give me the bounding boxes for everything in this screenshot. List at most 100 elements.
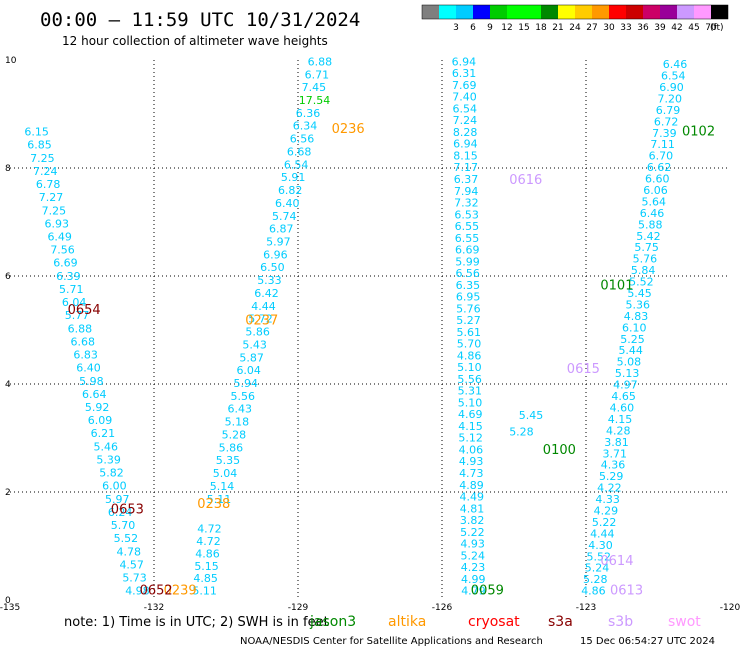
wave-height-label: 6.79	[656, 104, 681, 117]
wave-height-label: 4.06	[459, 443, 484, 456]
wave-height-label: 17.54	[299, 94, 331, 107]
wave-height-label: 5.25	[620, 333, 645, 346]
wave-height-label: 6.54	[284, 158, 309, 171]
wave-height-label: 5.28	[222, 428, 247, 441]
y-tick-label: 6	[5, 272, 11, 282]
colorbar-tick: 33	[620, 23, 631, 33]
wave-height-label: 6.56	[290, 133, 315, 146]
pass-labels: 0236 0237 0238 0239 0654 0653 0652 0616 0615 0614…	[68, 122, 715, 599]
wave-height-label: 5.15	[194, 560, 219, 573]
wave-height-label: 6.21	[91, 427, 116, 440]
colorbar-swatch	[592, 5, 609, 19]
wave-height-label: 4.23	[461, 561, 486, 574]
satellite-legend-item: jason3	[309, 614, 356, 630]
wave-height-label: 6.43	[228, 403, 253, 416]
wave-height-label: 7.24	[453, 114, 478, 127]
wave-height-label: 5.72	[248, 313, 273, 326]
wave-height-label: 5.56	[457, 373, 482, 386]
wave-height-label: 5.28	[509, 425, 534, 438]
wave-height-label: 7.20	[657, 92, 682, 105]
x-tick-label: -123	[576, 603, 596, 613]
colorbar-swatch	[439, 5, 456, 19]
wave-height-label: 5.56	[231, 390, 256, 403]
y-tick-label: 8	[5, 164, 11, 174]
axis-tick-labels: -135 -132 -129 -126 -123 -120 0 2 4 6 8 10	[0, 56, 740, 613]
colorbar-frame	[421, 4, 729, 20]
wave-height-label: 5.84	[631, 264, 656, 277]
colorbar-swatch	[422, 5, 439, 19]
wave-height-label: 5.98	[79, 375, 104, 388]
wave-height-label: 4.57	[119, 558, 144, 571]
chart-title: 00:00 – 11:59 UTC 10/31/2024	[40, 9, 360, 31]
pass-label: 0239	[164, 584, 197, 599]
wave-height-label: 5.61	[457, 326, 482, 339]
wave-height-label: 6.53	[454, 208, 479, 221]
wave-height-label: 4.44	[251, 300, 275, 313]
wave-height-label: 5.11	[192, 585, 217, 598]
wave-height-label: 5.70	[457, 338, 482, 351]
y-tick-label: 10	[5, 56, 17, 66]
wave-height-label: 8.28	[453, 126, 478, 139]
wave-height-label: 5.27	[456, 314, 481, 327]
wave-height-label: 6.93	[45, 217, 69, 230]
satellite-legend-item: cryosat	[468, 614, 520, 630]
wave-height-label: 5.13	[615, 367, 640, 380]
wave-height-label: 5.52	[587, 550, 612, 563]
wave-height-label: 6.24	[108, 506, 133, 519]
wave-height-label: 5.31	[458, 385, 483, 398]
color-legend: 3 6 9 12 15 18 21 24 27 30 33 36 39 42 45 70	[421, 4, 729, 33]
pass-label: 0102	[682, 125, 715, 140]
wave-height-label: 6.40	[76, 362, 101, 375]
wave-height-label: 5.73	[122, 571, 147, 584]
wave-height-label: 5.88	[638, 218, 663, 231]
x-tick-label: -126	[432, 603, 453, 613]
wave-height-label: 6.50	[260, 261, 285, 274]
wave-height-label: 6.62	[647, 161, 672, 174]
wave-height-label: 4.86	[457, 349, 482, 362]
wave-height-label: 4.97	[613, 379, 638, 392]
wave-height-label: 6.46	[640, 207, 665, 220]
pass-label: 0236	[332, 122, 365, 137]
colorbar-swatch	[711, 5, 728, 19]
wave-height-label: 6.55	[455, 232, 480, 245]
colorbar-swatch	[456, 5, 473, 19]
y-tick-label: 2	[5, 488, 11, 498]
pass-label: 0613	[610, 584, 643, 599]
wave-height-label: 5.24	[585, 562, 610, 575]
colorbar-swatch	[558, 5, 575, 19]
wave-height-label: 4.65	[611, 390, 636, 403]
wave-height-label: 4.22	[597, 482, 622, 495]
pass-label: 0615	[567, 362, 600, 377]
wave-height-label: 8.15	[453, 149, 478, 162]
wave-height-label: 5.77	[65, 309, 90, 322]
wave-height-label: 7.39	[652, 127, 677, 140]
footer-timestamp: 15 Dec 06:54:27 UTC 2024	[580, 636, 715, 647]
satellite-legend-item: altika	[388, 614, 426, 630]
wave-height-label: 6.40	[275, 197, 300, 210]
wave-height-label: 6.82	[278, 184, 303, 197]
wave-height-label: 6.04	[236, 364, 261, 377]
wave-height-label: 4.73	[459, 467, 484, 480]
wave-height-label: 5.70	[111, 519, 136, 532]
wave-height-label: 5.44	[618, 344, 643, 357]
wave-height-label: 4.72	[197, 523, 222, 536]
wave-height-label: 5.99	[455, 255, 480, 268]
wave-height-label: 4.15	[608, 413, 633, 426]
wave-height-label: 4.93	[460, 538, 485, 551]
pass-label: 0654	[68, 303, 101, 318]
wave-height-label: 6.54	[452, 102, 477, 115]
colorbar-tick: 15	[518, 23, 529, 33]
wave-height-label: 5.10	[458, 396, 483, 409]
wave-height-label: 7.56	[50, 244, 75, 257]
wave-height-label: 3.81	[604, 436, 629, 449]
wave-height-label: 6.34	[293, 120, 318, 133]
colorbar-tick: 18	[535, 23, 547, 33]
wave-height-label: 6.56	[455, 267, 480, 280]
wave-height-label: 5.94	[233, 377, 258, 390]
wave-height-label: 4.83	[624, 310, 649, 323]
wave-height-label: 6.10	[622, 321, 647, 334]
wave-height-label: 6.54	[661, 70, 686, 83]
wave-height-label: 5.45	[627, 287, 652, 300]
x-tick-label: -135	[0, 603, 20, 613]
satellite-legend: jason3 altika cryosat s3a s3b swot	[309, 614, 701, 630]
